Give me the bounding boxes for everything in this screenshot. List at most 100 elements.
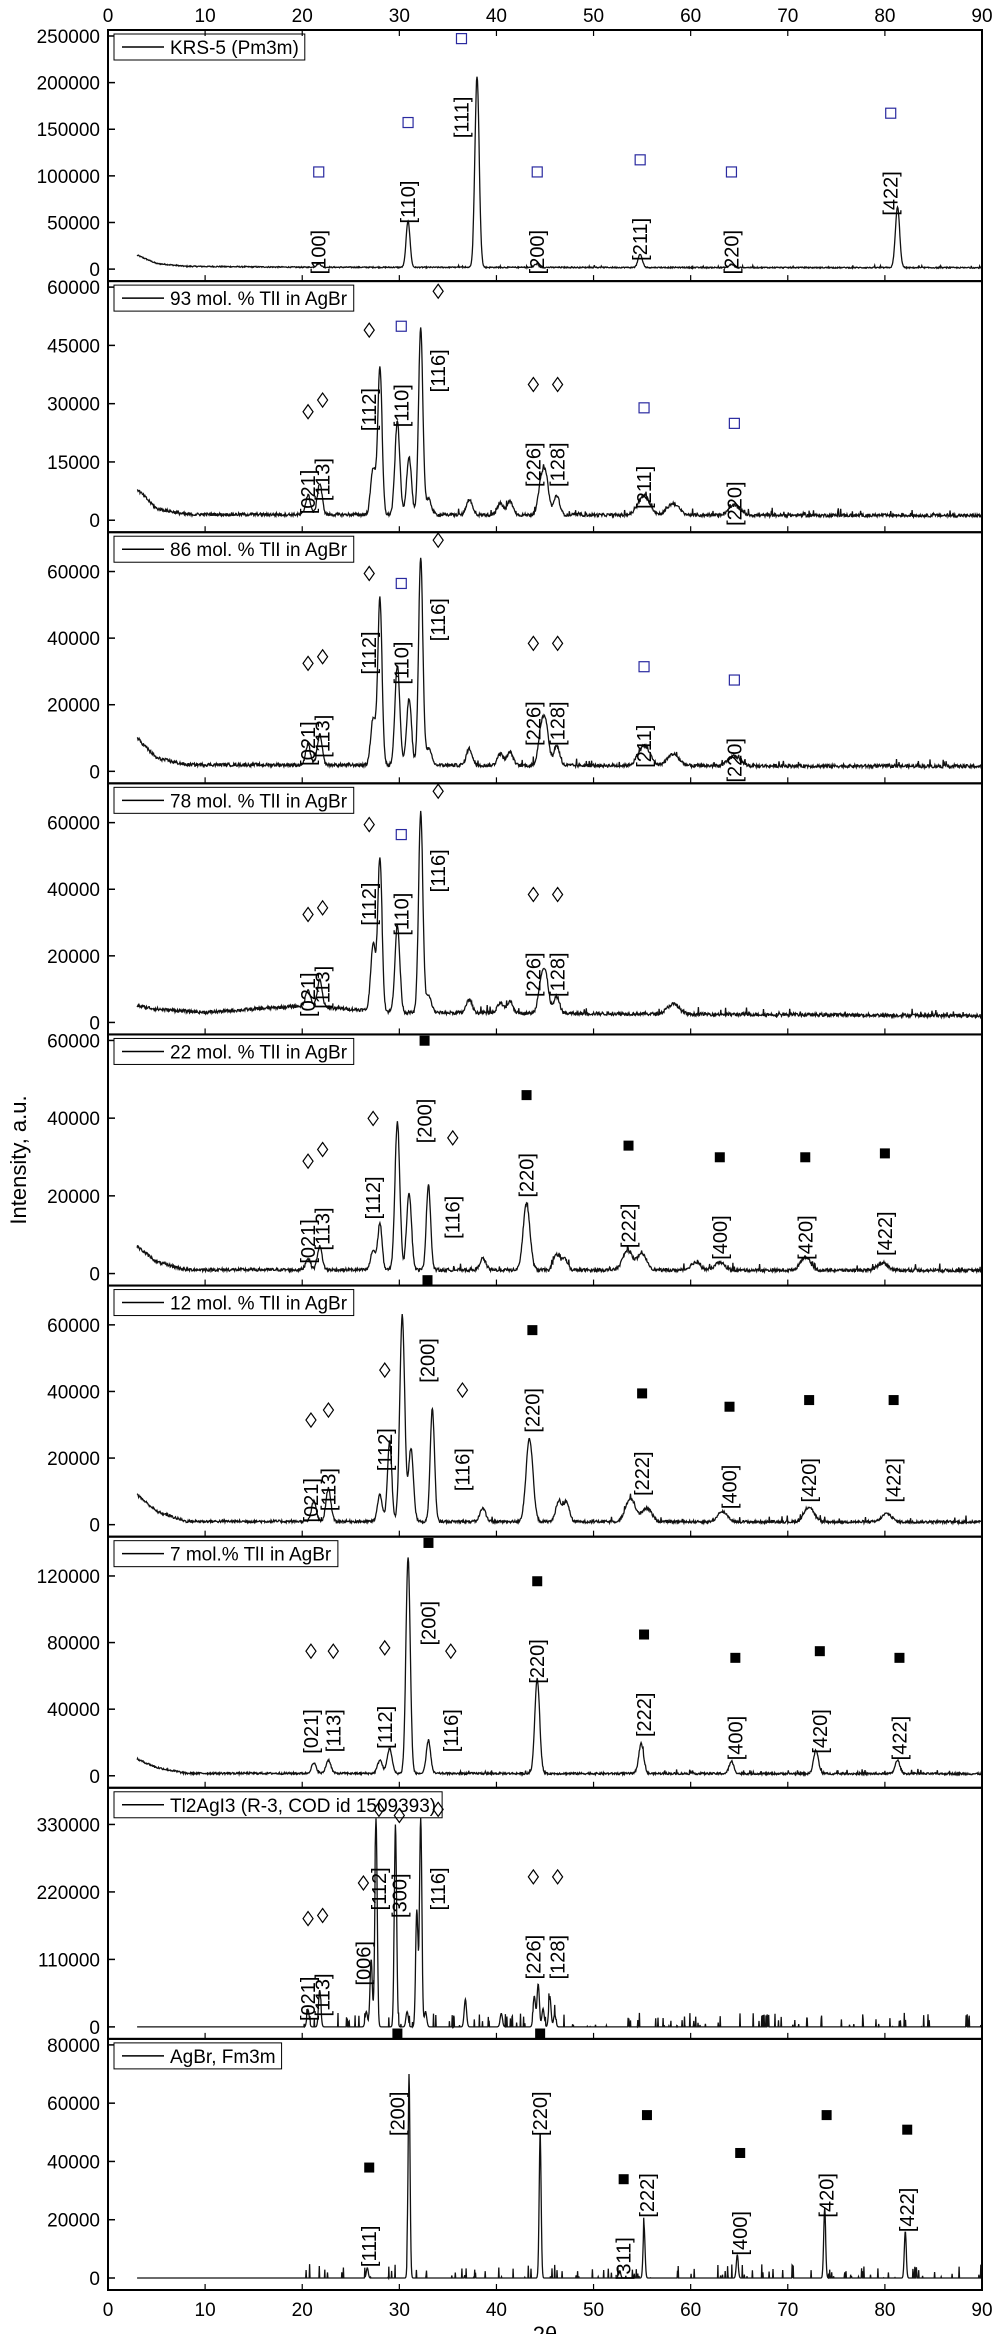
open-square-marker bbox=[455, 33, 468, 45]
peak-label: [200] bbox=[419, 1601, 441, 1645]
peak-label: [006] bbox=[353, 1941, 375, 1985]
peak-label: [400] bbox=[710, 1215, 732, 1259]
x-axis-title: 2θ bbox=[533, 2322, 557, 2334]
y-tick-label: 80000 bbox=[47, 1634, 100, 1655]
x-tick-label-bottom: 40 bbox=[486, 2300, 507, 2321]
filled-square-marker bbox=[521, 1090, 532, 1101]
peak-label: [422] bbox=[884, 1458, 906, 1502]
y-axis-title: Intensity, a.u. bbox=[6, 1095, 31, 1224]
filled-square-marker bbox=[714, 1152, 725, 1163]
peak-label: [113] bbox=[313, 1973, 335, 2016]
y-tick-label: 20000 bbox=[47, 2211, 100, 2232]
peak-label: [113] bbox=[313, 966, 335, 1009]
peak-label: [021] bbox=[298, 721, 320, 765]
filled-square-marker bbox=[730, 1652, 741, 1663]
filled-square-marker bbox=[639, 1629, 650, 1640]
diamond-marker bbox=[363, 322, 375, 339]
legend-label: 78 mol. % TlI in AgBr bbox=[170, 791, 348, 812]
diamond-marker bbox=[527, 635, 540, 652]
x-tick-label-top: 90 bbox=[971, 6, 992, 27]
filled-square-marker bbox=[814, 1646, 825, 1657]
y-tick-label: 40000 bbox=[47, 880, 100, 901]
peak-label: [422] bbox=[875, 1211, 897, 1255]
peak-label: [113] bbox=[313, 1207, 335, 1250]
diamond-marker bbox=[432, 1801, 444, 1818]
peak-label: [422] bbox=[890, 1716, 912, 1760]
diamond-marker bbox=[527, 376, 540, 393]
diamond-marker bbox=[322, 1402, 335, 1419]
pattern-line-6 bbox=[136, 1314, 982, 1526]
peak-label: [420] bbox=[810, 1709, 832, 1753]
y-tick-label: 30000 bbox=[47, 395, 100, 416]
x-tick-label-bottom: 60 bbox=[680, 2300, 701, 2321]
peak-label: [220] bbox=[724, 738, 746, 782]
filled-square-marker bbox=[422, 1275, 433, 1286]
peak-label: [226] bbox=[523, 952, 545, 996]
open-square-marker bbox=[885, 107, 897, 119]
diamond-marker bbox=[357, 1874, 370, 1892]
y-tick-label: 0 bbox=[89, 1767, 100, 1788]
peak-label: [110] bbox=[398, 181, 420, 224]
peak-label: [220] bbox=[522, 1388, 544, 1432]
peak-label: [113] bbox=[318, 1468, 340, 1511]
diamond-marker bbox=[316, 899, 329, 916]
filled-square-marker bbox=[527, 1325, 538, 1336]
y-tick-label: 60000 bbox=[47, 814, 100, 835]
diamond-marker bbox=[363, 816, 375, 833]
peak-label: [100] bbox=[309, 230, 331, 274]
diamond-marker bbox=[432, 783, 444, 800]
diamond-marker bbox=[316, 392, 329, 409]
peak-label: [400] bbox=[720, 1465, 742, 1509]
diamond-marker bbox=[316, 648, 329, 665]
peak-label: [021] bbox=[301, 1709, 323, 1753]
peak-label: [211] bbox=[630, 218, 652, 261]
peak-label: [112] bbox=[359, 631, 381, 674]
y-tick-label: 0 bbox=[89, 1013, 100, 1034]
filled-square-marker bbox=[623, 1140, 634, 1151]
diamond-marker bbox=[527, 886, 540, 903]
y-tick-label: 110000 bbox=[38, 1950, 100, 1971]
x-tick-label-top: 70 bbox=[777, 6, 798, 27]
y-tick-label: 200000 bbox=[37, 74, 100, 95]
peak-label: [220] bbox=[517, 1153, 539, 1197]
filled-square-marker bbox=[735, 2147, 746, 2158]
legend-label: 86 mol. % TlI in AgBr bbox=[170, 540, 348, 561]
diamond-marker bbox=[316, 1907, 329, 1924]
filled-square-marker bbox=[419, 1035, 430, 1046]
x-tick-label-bottom: 70 bbox=[777, 2300, 798, 2321]
open-square-marker bbox=[402, 116, 414, 129]
peak-label: [110] bbox=[391, 893, 413, 936]
filled-square-marker bbox=[423, 1537, 434, 1548]
peak-label: [400] bbox=[730, 2211, 752, 2255]
legend-label: AgBr, Fm3m bbox=[170, 2047, 276, 2068]
diamond-marker bbox=[551, 376, 564, 393]
open-square-marker bbox=[395, 828, 407, 841]
filled-square-marker bbox=[800, 1152, 811, 1163]
peak-label: [420] bbox=[799, 1458, 821, 1502]
pattern-line-7 bbox=[136, 1557, 982, 1777]
pattern-line-2 bbox=[136, 327, 982, 520]
panel-frame bbox=[107, 1033, 983, 1287]
panel-frame bbox=[107, 280, 983, 534]
peak-label: [222] bbox=[634, 1693, 656, 1737]
peak-label: [113] bbox=[313, 458, 335, 501]
diamond-marker bbox=[367, 1110, 379, 1127]
peak-label: [112] bbox=[375, 1428, 397, 1471]
legend-label: Tl2AgI3 (R-3, COD id 1509393) bbox=[170, 1796, 436, 1817]
open-square-marker bbox=[395, 577, 407, 590]
y-tick-label: 100000 bbox=[37, 167, 100, 188]
y-tick-label: 0 bbox=[89, 1516, 100, 1537]
diamond-marker bbox=[302, 906, 314, 923]
open-square-marker bbox=[638, 402, 650, 414]
legend-label: 7 mol.% TlI in AgBr bbox=[170, 1545, 332, 1566]
y-tick-label: 50000 bbox=[47, 213, 100, 234]
legend-box bbox=[113, 1791, 443, 1819]
peak-label: [220] bbox=[722, 230, 744, 274]
peak-label: [226] bbox=[523, 701, 545, 745]
x-tick-label-top: 20 bbox=[292, 6, 313, 27]
peak-label: [128] bbox=[548, 952, 570, 996]
peak-label: [300] bbox=[389, 1873, 411, 1917]
y-tick-label: 20000 bbox=[47, 1449, 100, 1470]
